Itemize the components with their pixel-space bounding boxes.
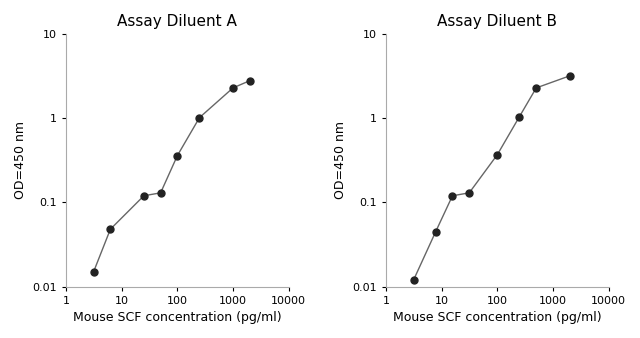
- Title: Assay Diluent B: Assay Diluent B: [437, 14, 557, 29]
- X-axis label: Mouse SCF concentration (pg/ml): Mouse SCF concentration (pg/ml): [393, 311, 602, 324]
- Y-axis label: OD=450 nm: OD=450 nm: [334, 121, 347, 199]
- X-axis label: Mouse SCF concentration (pg/ml): Mouse SCF concentration (pg/ml): [73, 311, 282, 324]
- Y-axis label: OD=450 nm: OD=450 nm: [14, 121, 27, 199]
- Title: Assay Diluent A: Assay Diluent A: [117, 14, 237, 29]
